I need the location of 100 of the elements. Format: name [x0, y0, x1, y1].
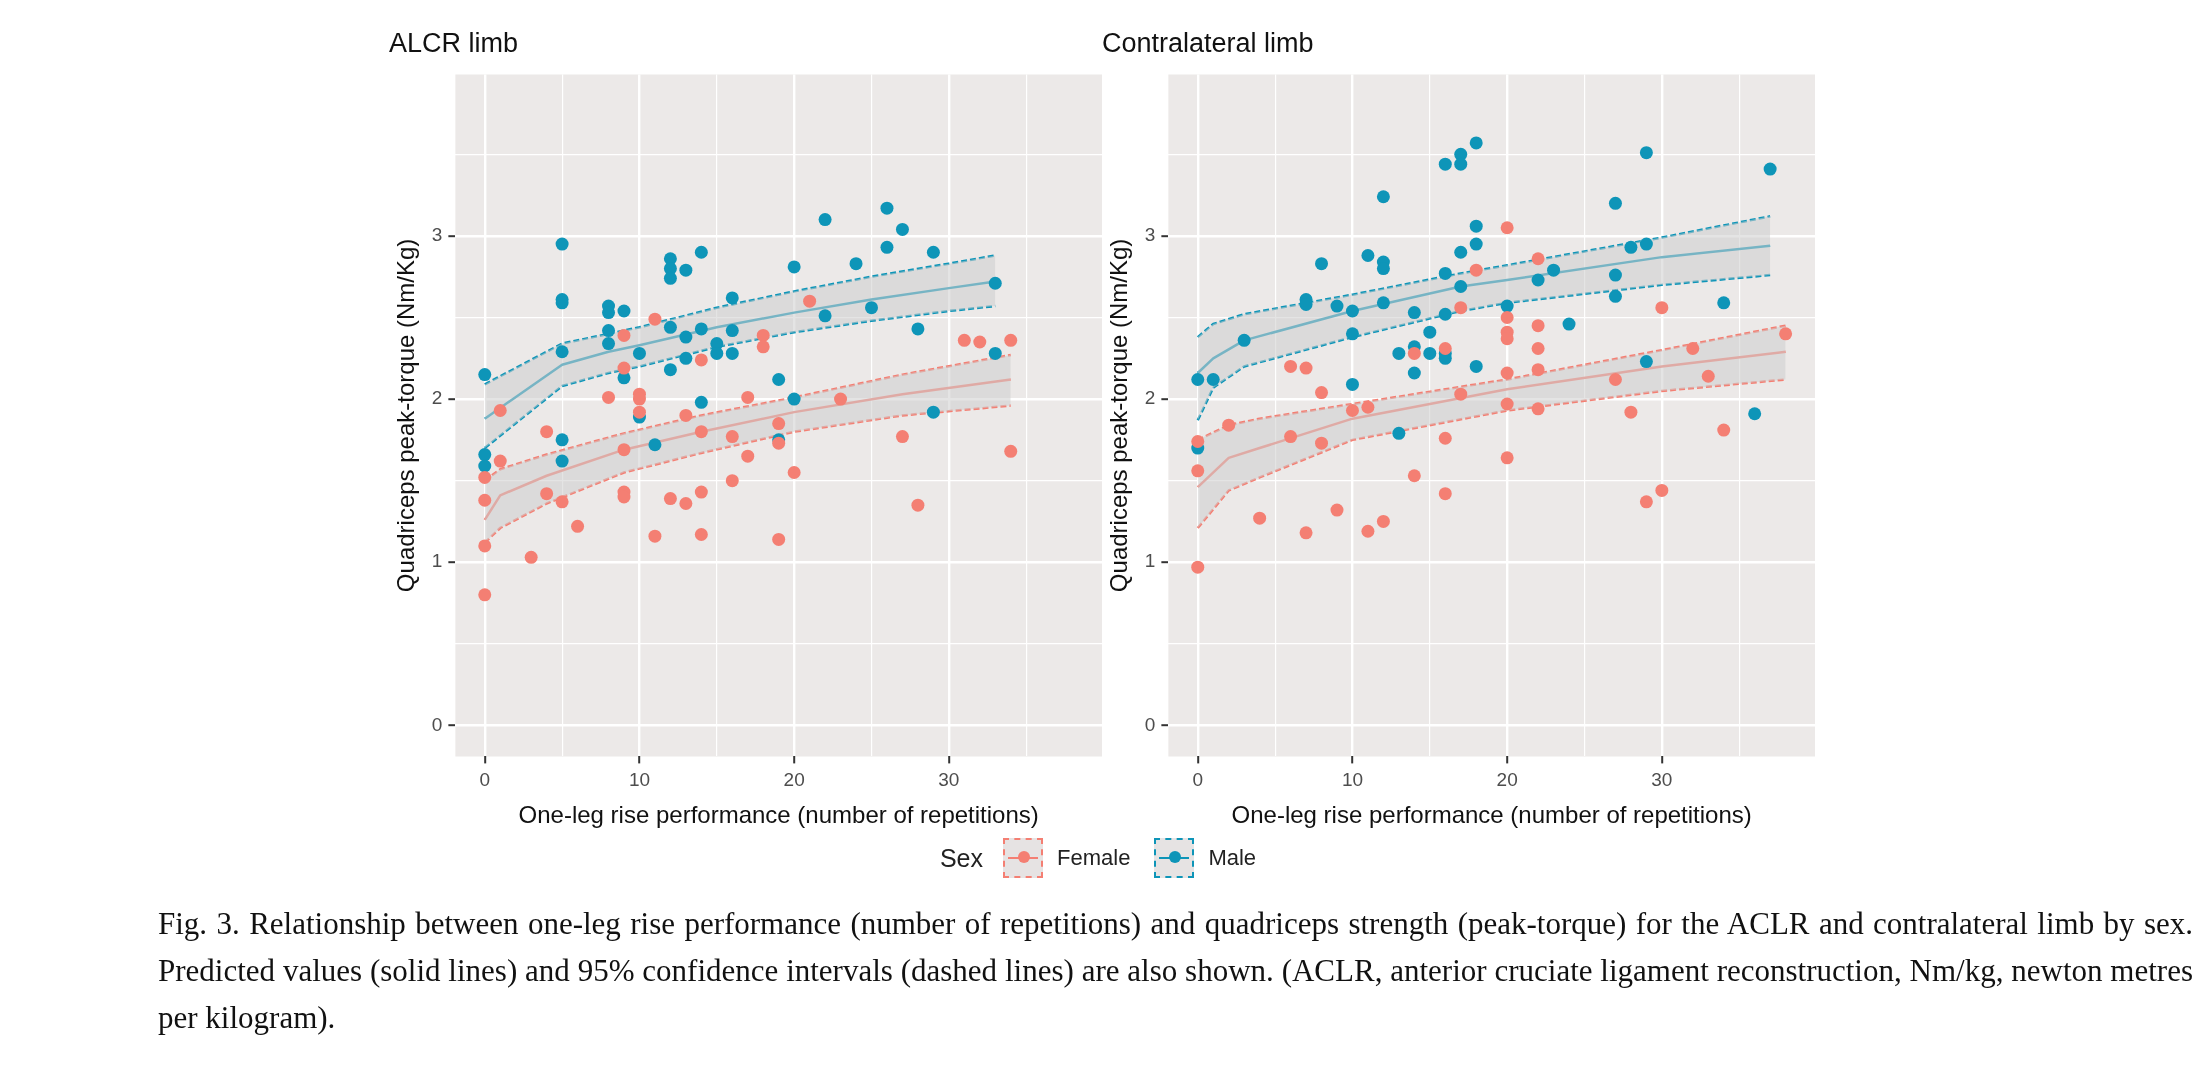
point — [1454, 280, 1468, 294]
legend-label: Female — [1057, 845, 1131, 871]
point — [478, 539, 492, 553]
point — [571, 519, 585, 533]
point — [1438, 157, 1452, 171]
point — [679, 497, 693, 511]
point — [1547, 263, 1561, 277]
point — [787, 392, 801, 406]
point — [1284, 430, 1298, 444]
point — [555, 433, 569, 447]
caption: Fig. 3. Relationship between one-leg rise performance (number of repetitions) and quadriceps strength (peak-torque) for the ACLR and contralateral limb by sex. Predicted values (solid lines) and 95% confidence intervals (dashed lines) are also shown. (ACLR, anterior cruciate ligament reconstruction, Nm/kg, newton metres per kilogram). — [158, 905, 2193, 1037]
point — [1345, 404, 1359, 418]
point — [725, 474, 739, 488]
point — [493, 404, 507, 418]
point — [679, 330, 693, 344]
point — [663, 271, 677, 285]
point — [663, 363, 677, 377]
point — [818, 213, 832, 227]
point — [1299, 361, 1313, 375]
point — [540, 487, 554, 501]
point — [1345, 327, 1359, 341]
chart-title: Contralateral limb — [1102, 27, 1314, 58]
point — [694, 528, 708, 542]
point — [1469, 237, 1483, 251]
point — [1191, 435, 1205, 449]
point — [1284, 359, 1298, 373]
point — [1330, 299, 1344, 313]
y-tick-label: 3 — [1144, 224, 1156, 246]
point — [648, 312, 662, 326]
point — [1639, 355, 1653, 369]
point — [725, 291, 739, 305]
point — [756, 328, 770, 342]
point — [617, 328, 631, 342]
point — [1392, 426, 1406, 440]
point — [1717, 296, 1731, 310]
point — [1191, 464, 1205, 478]
x-tick-label: 0 — [1192, 769, 1204, 791]
point — [1608, 268, 1622, 282]
point — [741, 449, 755, 463]
point — [1639, 495, 1653, 509]
point — [478, 493, 492, 507]
line-series — [1196, 273, 1772, 422]
point — [648, 529, 662, 543]
point — [632, 405, 646, 419]
point — [694, 485, 708, 499]
point — [772, 373, 786, 387]
point — [1438, 342, 1452, 356]
point — [911, 498, 925, 512]
point — [1004, 333, 1018, 347]
point — [632, 346, 646, 360]
point — [617, 443, 631, 457]
point — [1407, 306, 1421, 320]
point — [1531, 252, 1545, 266]
point — [1423, 346, 1437, 360]
y-axis-title: Quadriceps peak-torque (Nm/Kg) — [1105, 238, 1133, 593]
point — [1361, 524, 1375, 538]
point — [478, 368, 492, 382]
point — [803, 294, 817, 308]
x-axis-title: One-leg rise performance (number of repetitions) — [518, 801, 1039, 829]
point — [988, 276, 1002, 290]
point — [1655, 301, 1669, 315]
point — [772, 417, 786, 431]
y-tick-label: 1 — [1144, 550, 1156, 572]
point — [895, 430, 909, 444]
point — [1191, 560, 1205, 574]
point — [1686, 342, 1700, 356]
point — [1376, 514, 1390, 528]
point — [617, 304, 631, 318]
point — [1315, 436, 1329, 450]
y-tick-label: 1 — [431, 550, 443, 572]
point — [1655, 483, 1669, 497]
point — [555, 454, 569, 468]
point — [1191, 373, 1205, 387]
point — [1407, 366, 1421, 380]
point — [1500, 397, 1514, 411]
point — [478, 459, 492, 473]
point — [1608, 289, 1622, 303]
point — [1237, 333, 1251, 347]
point — [865, 301, 878, 315]
y-axis-title: Quadriceps peak-torque (Nm/Kg) — [392, 238, 420, 593]
point — [1253, 511, 1267, 525]
point — [1407, 346, 1421, 360]
point — [1500, 451, 1514, 465]
point — [1222, 418, 1236, 432]
point — [849, 257, 863, 271]
point — [957, 333, 971, 347]
y-tick-label: 0 — [1144, 713, 1156, 735]
point — [1454, 157, 1468, 171]
x-tick-label: 10 — [628, 769, 651, 791]
point — [772, 532, 786, 546]
point — [679, 263, 693, 277]
point — [725, 324, 739, 338]
point — [478, 448, 492, 462]
point — [1717, 423, 1731, 437]
x-tick-label: 30 — [938, 769, 960, 791]
point — [895, 222, 909, 236]
point — [787, 466, 801, 480]
point — [926, 245, 940, 259]
point — [478, 588, 492, 602]
point — [1639, 237, 1653, 251]
